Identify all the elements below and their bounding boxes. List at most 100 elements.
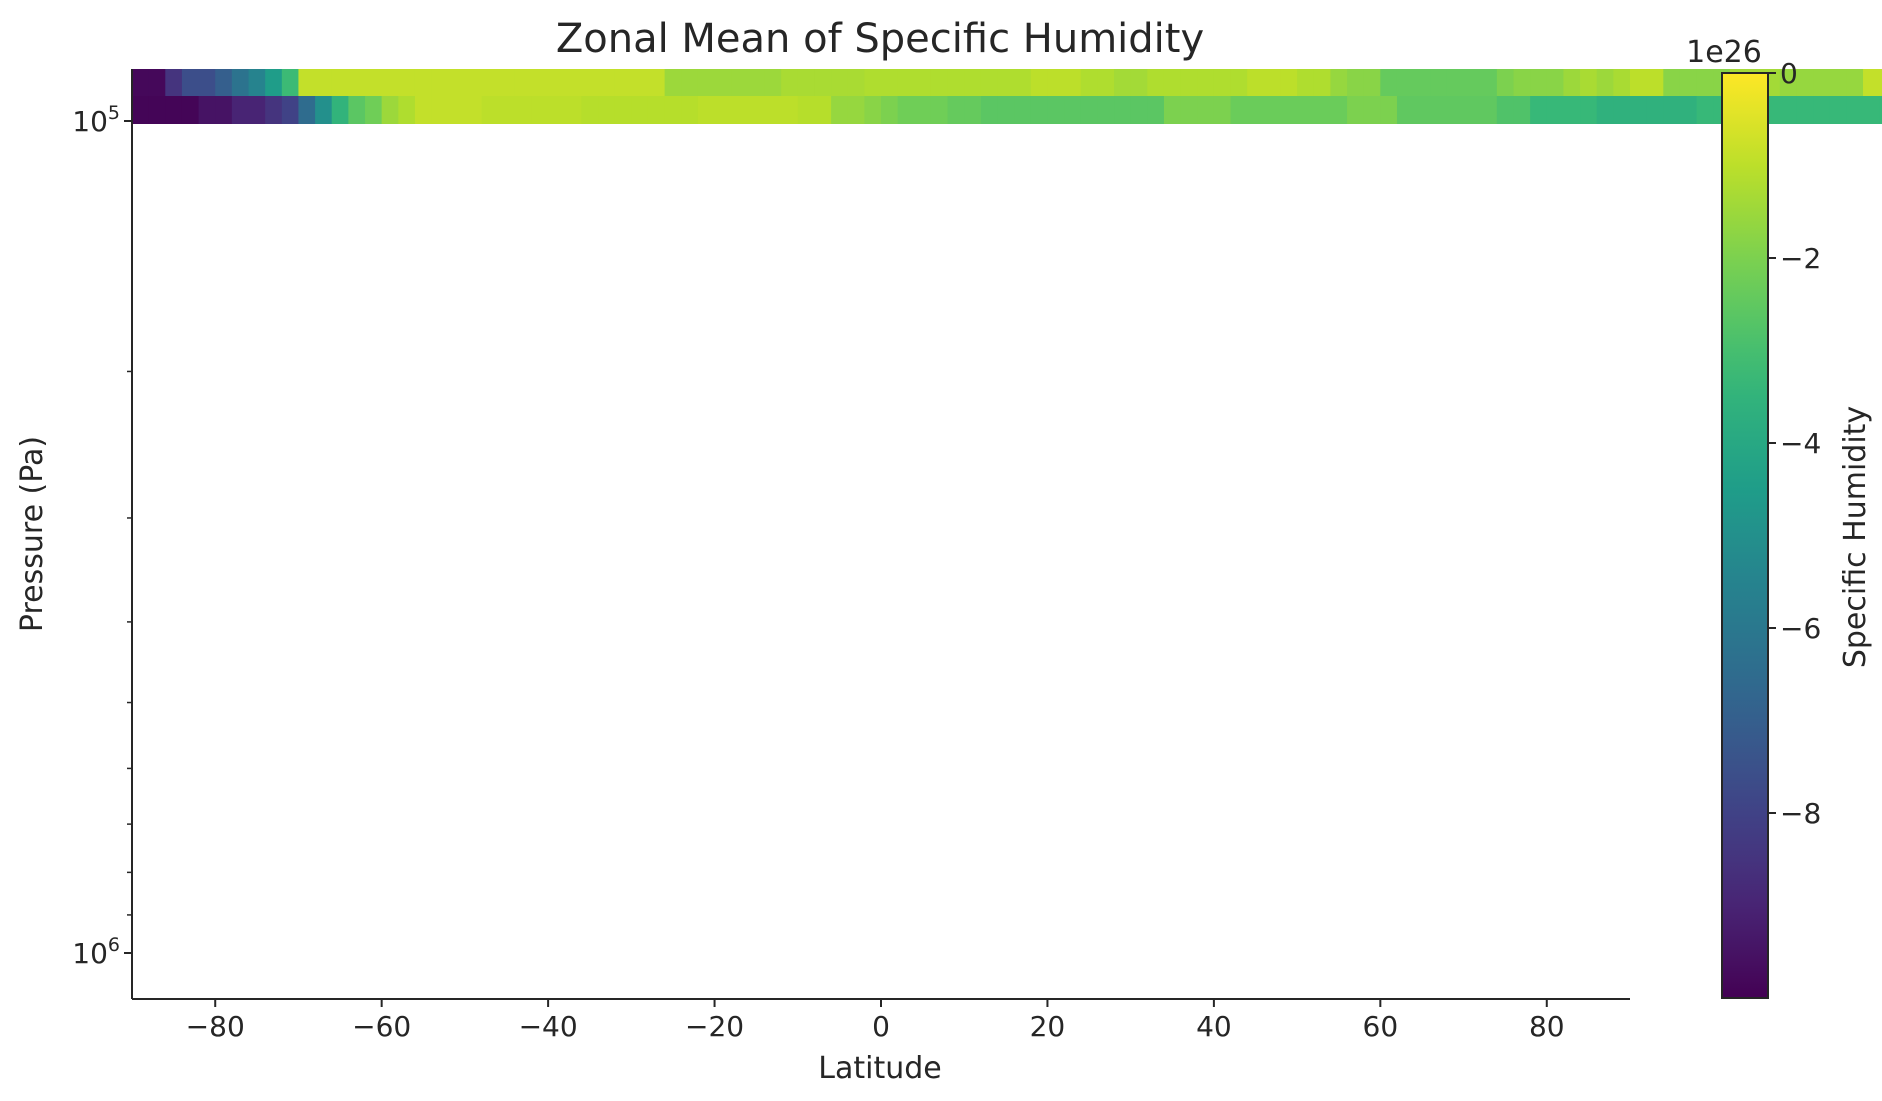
heatmap-cell <box>331 96 349 124</box>
heatmap-cell <box>1047 96 1065 124</box>
heatmap-cell <box>1247 69 1265 96</box>
heatmap-cell <box>398 96 416 124</box>
heatmap-cell <box>1014 69 1032 96</box>
heatmap-cell <box>1813 96 1831 124</box>
heatmap-cell <box>198 69 216 96</box>
heatmap-cell <box>481 69 499 96</box>
heatmap-cell <box>1679 69 1698 96</box>
heatmap-cell <box>315 69 333 96</box>
y-axis-ticks: 105 106 <box>72 102 132 970</box>
heatmap-cell <box>248 96 266 124</box>
heatmap-cell <box>181 69 200 96</box>
heatmap-cell <box>1863 96 1881 124</box>
colorbar-tick-label: −6 <box>1780 612 1821 645</box>
heatmap-cell <box>531 69 549 96</box>
heatmap-cell <box>1114 69 1132 96</box>
heatmap-cell <box>548 69 566 96</box>
heatmap-cell <box>581 96 599 124</box>
heatmap-cell <box>781 96 799 124</box>
heatmap-cell <box>1064 69 1082 96</box>
heatmap-cell <box>1030 69 1049 96</box>
heatmap-cell <box>414 69 433 96</box>
heatmap-cell <box>714 69 732 96</box>
heatmap-cell <box>847 69 865 96</box>
heatmap-cell <box>681 69 699 96</box>
heatmap-cell <box>531 96 549 124</box>
heatmap-cell <box>1646 69 1664 96</box>
heatmap-cell <box>631 69 649 96</box>
heatmap-cell <box>1496 69 1515 96</box>
heatmap-cell <box>231 69 250 96</box>
heatmap-cell <box>930 96 949 124</box>
heatmap-cell <box>697 69 716 96</box>
heatmap-cell <box>1263 69 1282 96</box>
heatmap-cell <box>1879 69 1882 96</box>
heatmap-cell <box>1147 96 1165 124</box>
heatmap-cell <box>1846 69 1864 96</box>
heatmap-cell <box>1413 69 1431 96</box>
heatmap-cell <box>1496 96 1515 124</box>
heatmap-cell <box>1779 69 1798 96</box>
heatmap-cell <box>498 96 516 124</box>
heatmap-cell <box>381 69 399 96</box>
heatmap-cell <box>464 96 483 124</box>
heatmap-cell <box>831 96 849 124</box>
heatmap-cell <box>198 96 216 124</box>
heatmap-cell <box>1147 69 1165 96</box>
heatmap-cell <box>398 69 416 96</box>
heatmap-cell <box>1213 96 1232 124</box>
heatmap-cell <box>947 69 965 96</box>
heatmap-cell <box>1863 69 1881 96</box>
heatmap-cell <box>1047 69 1065 96</box>
heatmap-cell <box>448 96 466 124</box>
heatmap-cell <box>697 96 716 124</box>
heatmap-cell <box>215 69 233 96</box>
heatmap-cell <box>1297 69 1315 96</box>
heatmap-cell <box>1879 96 1882 124</box>
heatmap-cell <box>614 69 632 96</box>
heatmap-cell <box>1330 69 1348 96</box>
heatmap-cell <box>1430 69 1448 96</box>
heatmap-cell <box>1014 96 1032 124</box>
heatmap-cell <box>1413 96 1431 124</box>
heatmap-cell <box>1064 96 1082 124</box>
heatmap-cell <box>1480 69 1498 96</box>
heatmap-cell <box>348 69 366 96</box>
heatmap-cell <box>498 69 516 96</box>
heatmap-cell <box>914 69 932 96</box>
heatmap-cell <box>148 69 166 96</box>
heatmap-cell <box>1347 69 1365 96</box>
colorbar <box>1721 72 1769 999</box>
colorbar-ticks: 0 −2 −4 −6 −8 <box>1768 57 1821 830</box>
heatmap-cell <box>1596 96 1614 124</box>
heatmap-cell <box>1380 69 1398 96</box>
heatmap-cell <box>148 96 166 124</box>
heatmap-cell <box>1630 69 1648 96</box>
heatmap-cell <box>281 69 300 96</box>
heatmap-cell <box>1696 96 1714 124</box>
heatmap-cell <box>1114 96 1132 124</box>
heatmap-cell <box>647 69 666 96</box>
x-tick-label: 20 <box>1030 1010 1066 1043</box>
heatmap-cell <box>1463 96 1481 124</box>
heatmap-cell <box>265 96 283 124</box>
x-tick-label: 80 <box>1529 1010 1565 1043</box>
heatmap-cell <box>664 96 682 124</box>
heatmap-cell <box>1197 69 1215 96</box>
heatmap-cell <box>1380 96 1398 124</box>
heatmap-cell <box>1330 96 1348 124</box>
heatmap-cells <box>132 69 1882 124</box>
heatmap-cell <box>348 96 366 124</box>
heatmap-cell <box>564 69 582 96</box>
heatmap-cell <box>365 69 383 96</box>
heatmap-cell <box>897 96 915 124</box>
heatmap-cell <box>231 96 250 124</box>
heatmap-cell <box>1247 96 1265 124</box>
heatmap-cell <box>1347 96 1365 124</box>
heatmap-cell <box>1080 96 1098 124</box>
heatmap-cell <box>1596 69 1614 96</box>
heatmap-cell <box>581 69 599 96</box>
x-tick-label: 60 <box>1363 1010 1399 1043</box>
